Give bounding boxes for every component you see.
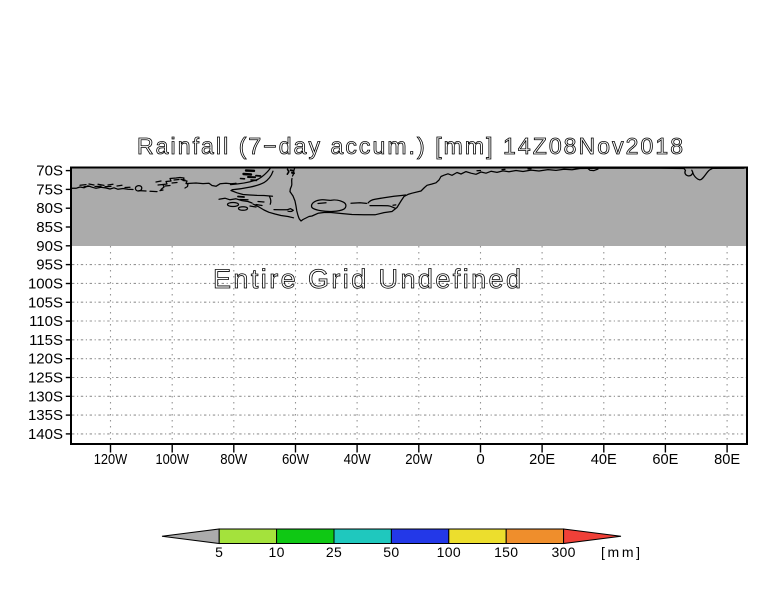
svg-text:150: 150 [494,544,518,560]
svg-text:40W: 40W [344,451,372,468]
svg-text:60E: 60E [652,451,678,468]
svg-text:100W: 100W [155,451,189,468]
svg-text:90S: 90S [36,238,63,255]
svg-text:130S: 130S [28,388,63,405]
svg-text:140S: 140S [28,426,63,443]
svg-text:Entire Grid Undefined: Entire Grid Undefined [213,264,521,294]
svg-text:10: 10 [269,544,285,560]
svg-text:110S: 110S [29,313,63,330]
svg-text:135S: 135S [28,407,63,424]
svg-text:115S: 115S [29,332,63,349]
svg-text:60W: 60W [282,451,310,468]
svg-text:85S: 85S [36,219,63,236]
svg-text:80W: 80W [220,451,248,468]
svg-text:Rainfall (7−day accum.) [mm] 1: Rainfall (7−day accum.) [mm] 14Z08Nov201… [137,133,683,159]
svg-text:120W: 120W [94,451,128,468]
svg-text:70S: 70S [36,163,63,180]
svg-text:20E: 20E [529,451,555,468]
svg-text:100: 100 [437,544,461,560]
svg-text:20W: 20W [405,451,433,468]
svg-text:25: 25 [326,544,342,560]
svg-text:75S: 75S [36,181,63,198]
svg-text:50: 50 [383,544,399,560]
svg-text:0: 0 [476,451,484,468]
svg-text:105S: 105S [28,294,63,311]
svg-text:120S: 120S [28,351,63,368]
svg-text:95S: 95S [36,257,63,274]
svg-text:300: 300 [551,544,575,560]
svg-text:80S: 80S [36,200,63,217]
svg-text:5: 5 [215,544,223,560]
svg-text:125S: 125S [28,370,63,387]
svg-text:100S: 100S [28,276,63,293]
svg-text:[mm]: [mm] [601,544,640,560]
svg-text:80E: 80E [714,451,740,468]
svg-text:40E: 40E [591,451,617,468]
